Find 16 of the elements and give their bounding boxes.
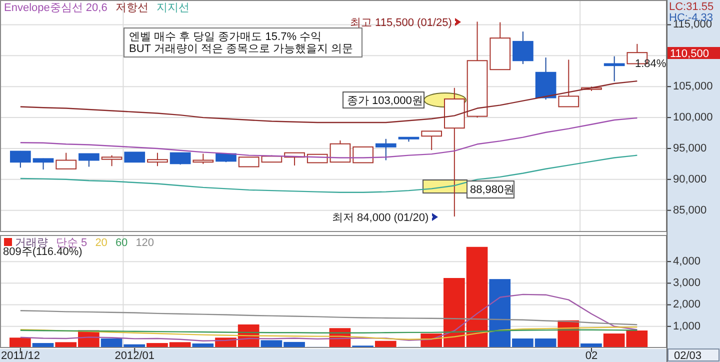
x-tick-label: 2011/12 <box>1 350 40 362</box>
annotation: 88,980원 <box>470 184 515 196</box>
y-tick-label: 3,000 <box>673 277 701 290</box>
y-tick-label: 100,000 <box>673 111 713 124</box>
annotation: 엔벨 매수 후 당일 종가매도 15.7% 수익 BUT 거래량이 적은 종목으로 가능했을지 의문 <box>129 31 354 55</box>
y-tick-label: 105,000 <box>673 80 713 93</box>
y-tick-label: 85,000 <box>673 204 707 216</box>
x-tick-label: 02 <box>585 350 598 362</box>
y-tick-label: 4,000 <box>673 255 701 268</box>
y-tick-label: 2,000 <box>673 298 701 311</box>
y-tick-label: 90,000 <box>673 173 707 186</box>
y-tick-label: 1,000 <box>673 320 701 332</box>
x-tick-label: 2012/01 <box>114 350 155 362</box>
legend-label: 거래량 <box>15 237 48 249</box>
annotation: 종가 103,000원 <box>347 95 423 107</box>
y-tick-label: 95,000 <box>673 142 707 154</box>
